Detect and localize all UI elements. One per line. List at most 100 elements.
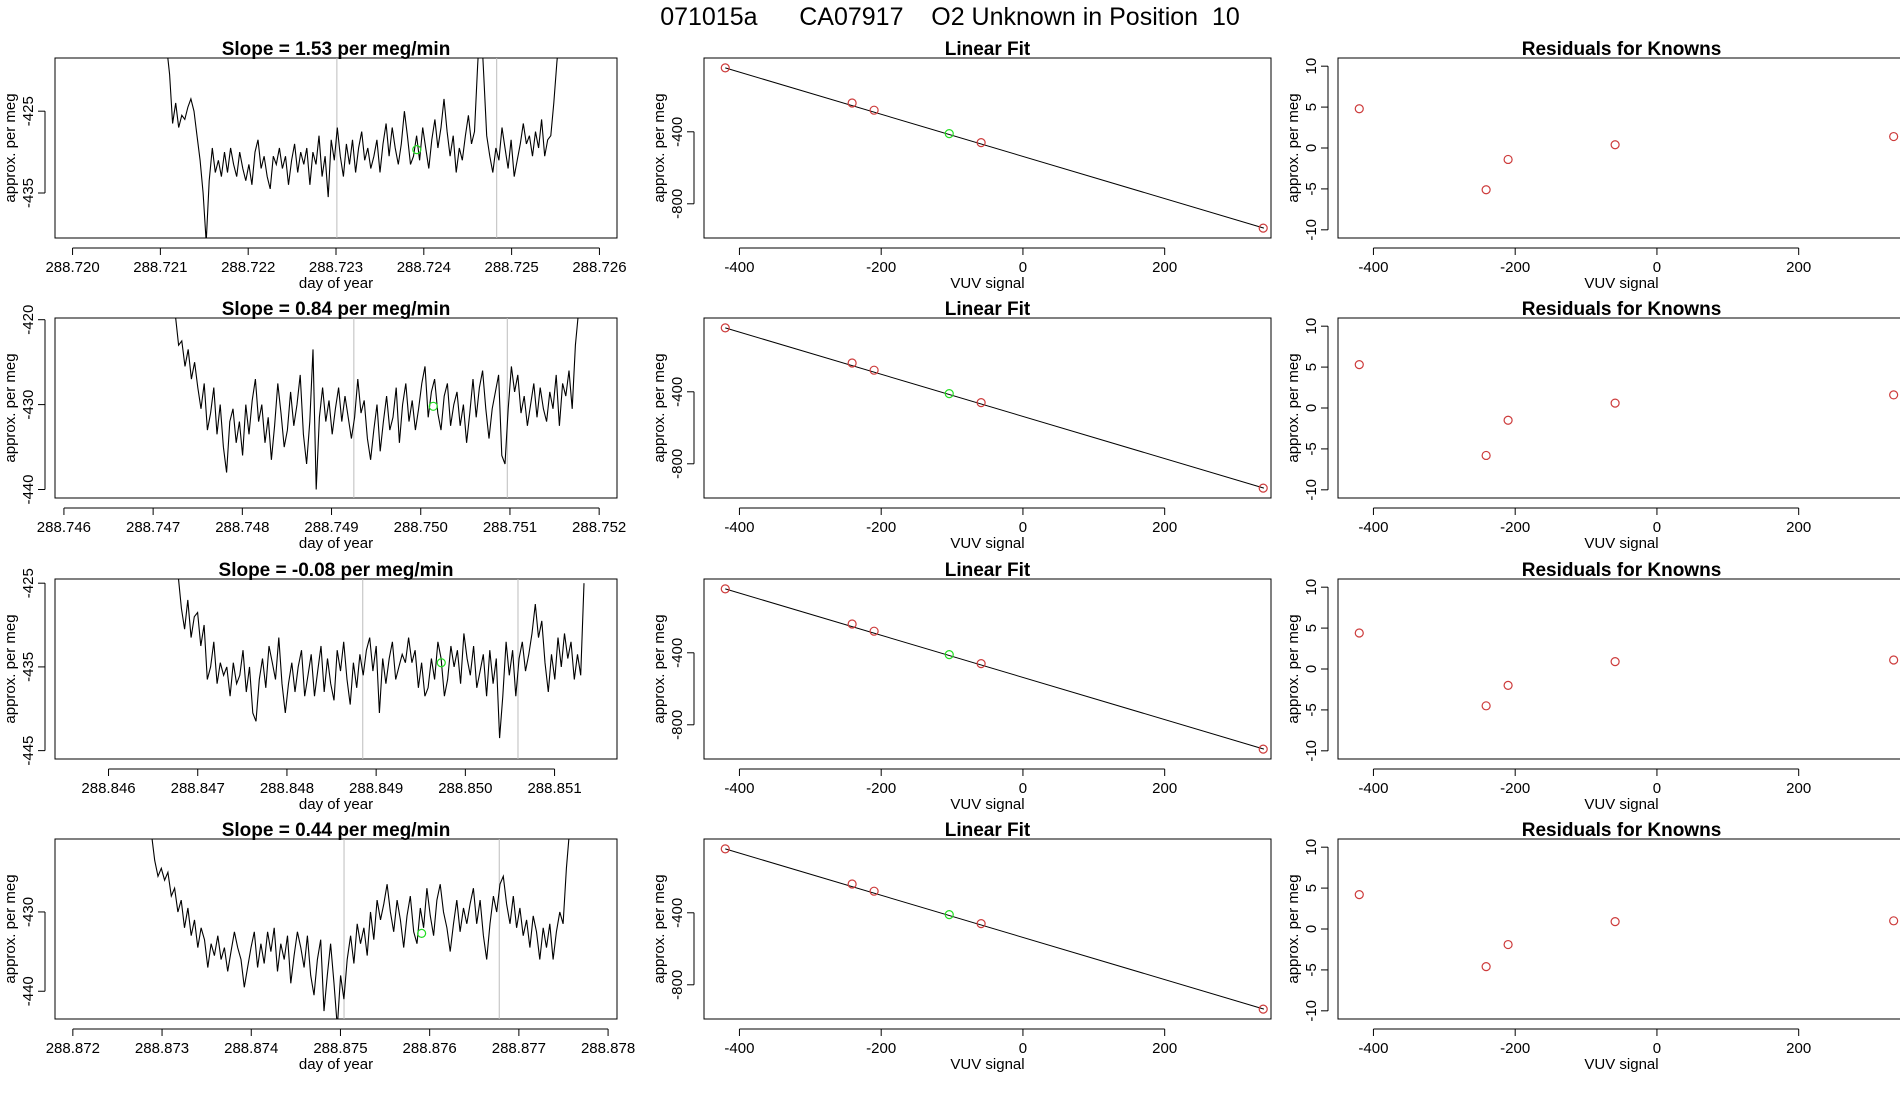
x-tick-label: -200 [1500, 780, 1530, 797]
x-tick-label: 288.847 [171, 780, 225, 797]
plot-frame [1337, 838, 1900, 1020]
y-tick-label: -440 [20, 474, 37, 504]
y-tick-label: 0 [1303, 925, 1320, 933]
x-tick-label: -400 [1358, 259, 1388, 276]
x-tick-label: -200 [866, 780, 896, 797]
chart-panel: Residuals for Knowns -400 -200 0 200 VUV sign… [1285, 560, 1900, 813]
known-point [1258, 483, 1268, 493]
known-point [1481, 701, 1491, 711]
x-tick-label: 288.724 [397, 259, 451, 276]
panel-title: Linear Fit [945, 299, 1031, 320]
y-tick-label: -435 [20, 652, 37, 682]
known-point [847, 358, 857, 368]
known-point [1354, 360, 1364, 370]
x-axis-label: VUV signal [1584, 535, 1658, 552]
known-point [847, 619, 857, 629]
x-tick-label: -400 [724, 1040, 754, 1057]
series-line [175, 318, 579, 490]
known-point [1354, 890, 1364, 900]
plot-area [1354, 628, 1899, 711]
x-tick-label: 0 [1019, 259, 1027, 276]
y-tick-label: -430 [20, 390, 37, 420]
x-tick-label: 288.850 [438, 780, 492, 797]
x-tick-label: -400 [1358, 519, 1388, 536]
x-tick-label: 288.722 [221, 259, 275, 276]
y-axis-label: approx. per meg [1285, 93, 1302, 202]
known-point [869, 105, 879, 115]
x-tick-label: 288.846 [81, 780, 135, 797]
x-tick-label: 288.752 [572, 519, 626, 536]
chart-panel: Residuals for Knowns -400 -200 0 200 VUV sign… [1285, 39, 1900, 292]
x-tick-label: -200 [1500, 259, 1530, 276]
known-point [1258, 223, 1268, 233]
known-point [1481, 450, 1491, 461]
y-tick-label: 10 [1303, 839, 1320, 856]
plot-frame [54, 317, 618, 499]
x-tick-label: 288.751 [483, 519, 537, 536]
y-tick-label: -400 [669, 377, 686, 407]
plot-area [167, 58, 558, 238]
y-tick-label: 5 [1303, 884, 1320, 892]
known-point [976, 398, 986, 408]
y-tick-label: -10 [1303, 1000, 1320, 1022]
x-tick-label: 200 [1152, 780, 1177, 797]
y-tick-label: 5 [1303, 363, 1320, 371]
x-tick-label: 0 [1019, 1040, 1027, 1057]
known-point [869, 365, 879, 375]
y-tick-label: -800 [669, 970, 686, 1000]
x-tick-label: 288.876 [403, 1040, 457, 1057]
plot-frame [1337, 578, 1900, 760]
chart-panel: Slope = 0.44 per meg/min 288.872 288.873 28… [2, 820, 635, 1073]
x-tick-label: -200 [866, 1040, 896, 1057]
known-point [1503, 415, 1513, 425]
x-axis-label: VUV signal [1584, 275, 1658, 292]
series-line [167, 58, 558, 238]
known-point [847, 98, 857, 108]
x-tick-label: 200 [1786, 1040, 1811, 1057]
known-point [1481, 962, 1491, 972]
fit-line [725, 588, 1265, 750]
x-tick-label: 288.721 [133, 259, 187, 276]
x-axis-label: VUV signal [950, 1056, 1024, 1073]
fit-line [725, 67, 1265, 229]
plot-area [1354, 104, 1899, 195]
x-tick-label: 288.877 [492, 1040, 546, 1057]
plot-frame [703, 317, 1272, 499]
x-axis-label: day of year [299, 796, 373, 813]
panels-grid: Slope = 1.53 per meg/min 288.720 288.721 28… [2, 39, 1900, 1073]
plot-area [177, 579, 585, 759]
y-tick-label: 5 [1303, 103, 1320, 111]
x-tick-label: -200 [1500, 519, 1530, 536]
y-tick-label: -10 [1303, 740, 1320, 762]
x-axis-label: day of year [299, 535, 373, 552]
y-axis-label: approx. per meg [2, 93, 19, 202]
panel-title: Residuals for Knowns [1522, 560, 1722, 581]
x-tick-label: 200 [1786, 259, 1811, 276]
figure-title: 071015a CA07917 O2 Unknown in Position 1… [660, 3, 1240, 31]
x-tick-label: -400 [724, 519, 754, 536]
known-point [1481, 185, 1491, 195]
known-point [1258, 1004, 1268, 1014]
known-point [869, 886, 879, 896]
chart-panel: Residuals for Knowns -400 -200 0 200 VUV sign… [1285, 820, 1900, 1073]
y-tick-label: -5 [1303, 703, 1320, 716]
x-tick-label: 200 [1786, 780, 1811, 797]
panel-title: Linear Fit [945, 820, 1031, 841]
known-point [1354, 104, 1364, 114]
x-tick-label: 288.878 [581, 1040, 635, 1057]
y-tick-label: -400 [669, 638, 686, 668]
y-axis-label: approx. per meg [651, 614, 668, 723]
unknown-point [944, 649, 954, 660]
panel-title: Slope = 1.53 per meg/min [222, 39, 451, 60]
x-tick-label: 288.749 [304, 519, 358, 536]
panel-title: Residuals for Knowns [1522, 820, 1722, 841]
x-axis-label: day of year [299, 1056, 373, 1073]
y-axis-label: approx. per meg [1285, 353, 1302, 462]
plot-frame [54, 838, 618, 1020]
y-axis-label: approx. per meg [1285, 874, 1302, 983]
known-point [976, 138, 986, 148]
y-axis-label: approx. per meg [651, 353, 668, 462]
plot-frame [703, 838, 1272, 1020]
x-tick-label: 288.872 [46, 1040, 100, 1057]
